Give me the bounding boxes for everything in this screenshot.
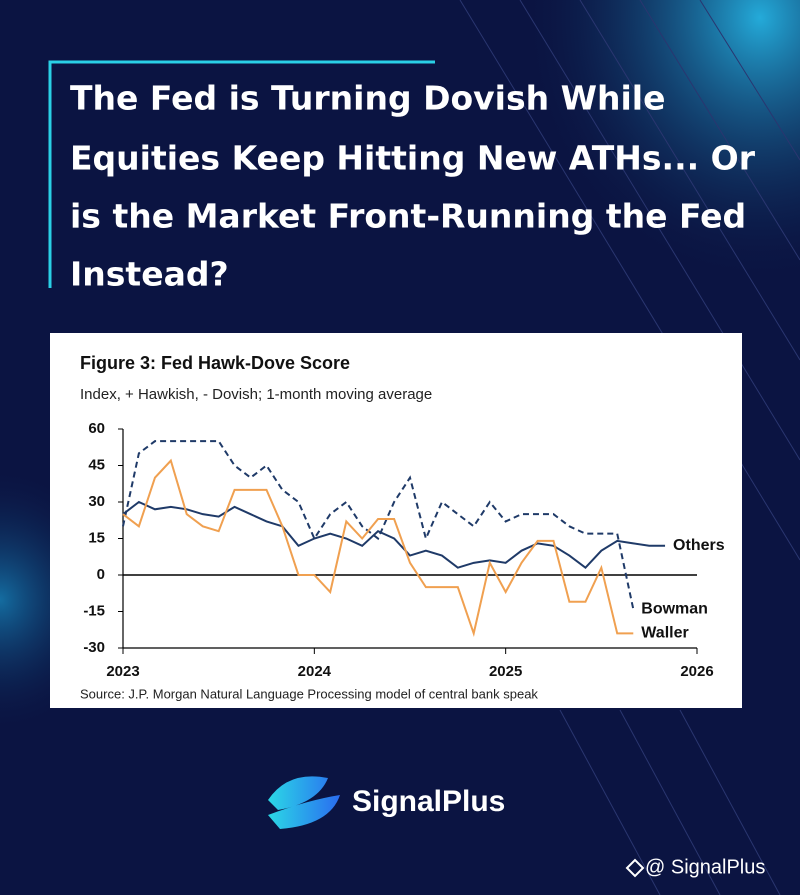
series-line	[122, 440, 635, 610]
chart-title: Figure 3: Fed Hawk-Dove Score	[80, 353, 350, 373]
series-label: Waller	[641, 625, 688, 642]
y-tick-label: 30	[88, 493, 105, 510]
brand: SignalPlus	[352, 785, 505, 818]
series-label: Bowman	[641, 600, 708, 617]
headline: The Fed is Turning Dovish While	[70, 79, 665, 118]
watermark: @ SignalPlus	[645, 856, 765, 878]
series-label: Others	[673, 537, 725, 554]
y-tick-label: 60	[88, 420, 105, 437]
watermark-icon	[625, 858, 645, 878]
y-tick-label: 45	[88, 456, 105, 473]
bg-lines	[459, 0, 800, 895]
x-tick-label: 2023	[106, 663, 139, 680]
series-line	[122, 500, 666, 570]
headline: Instead?	[70, 255, 229, 294]
x-tick-label: 2026	[680, 663, 713, 680]
x-tick-label: 2025	[489, 663, 522, 680]
logo	[268, 776, 340, 829]
y-tick-label: 0	[97, 566, 105, 583]
chart-subtitle: Index, + Hawkish, - Dovish; 1-month movi…	[80, 386, 432, 403]
headline: Equities Keep Hitting New ATHs... Or	[70, 139, 756, 178]
x-tick-label: 2024	[298, 663, 332, 680]
chart-panel	[50, 333, 742, 708]
headline-bracket	[48, 60, 435, 288]
y-tick-label: -30	[83, 639, 105, 656]
y-tick-label: 15	[88, 529, 105, 546]
y-tick-label: -15	[83, 602, 105, 619]
series-line	[122, 458, 634, 638]
chart-source: Source: J.P. Morgan Natural Language Pro…	[80, 686, 538, 701]
headline: is the Market Front-Running the Fed	[70, 197, 746, 236]
